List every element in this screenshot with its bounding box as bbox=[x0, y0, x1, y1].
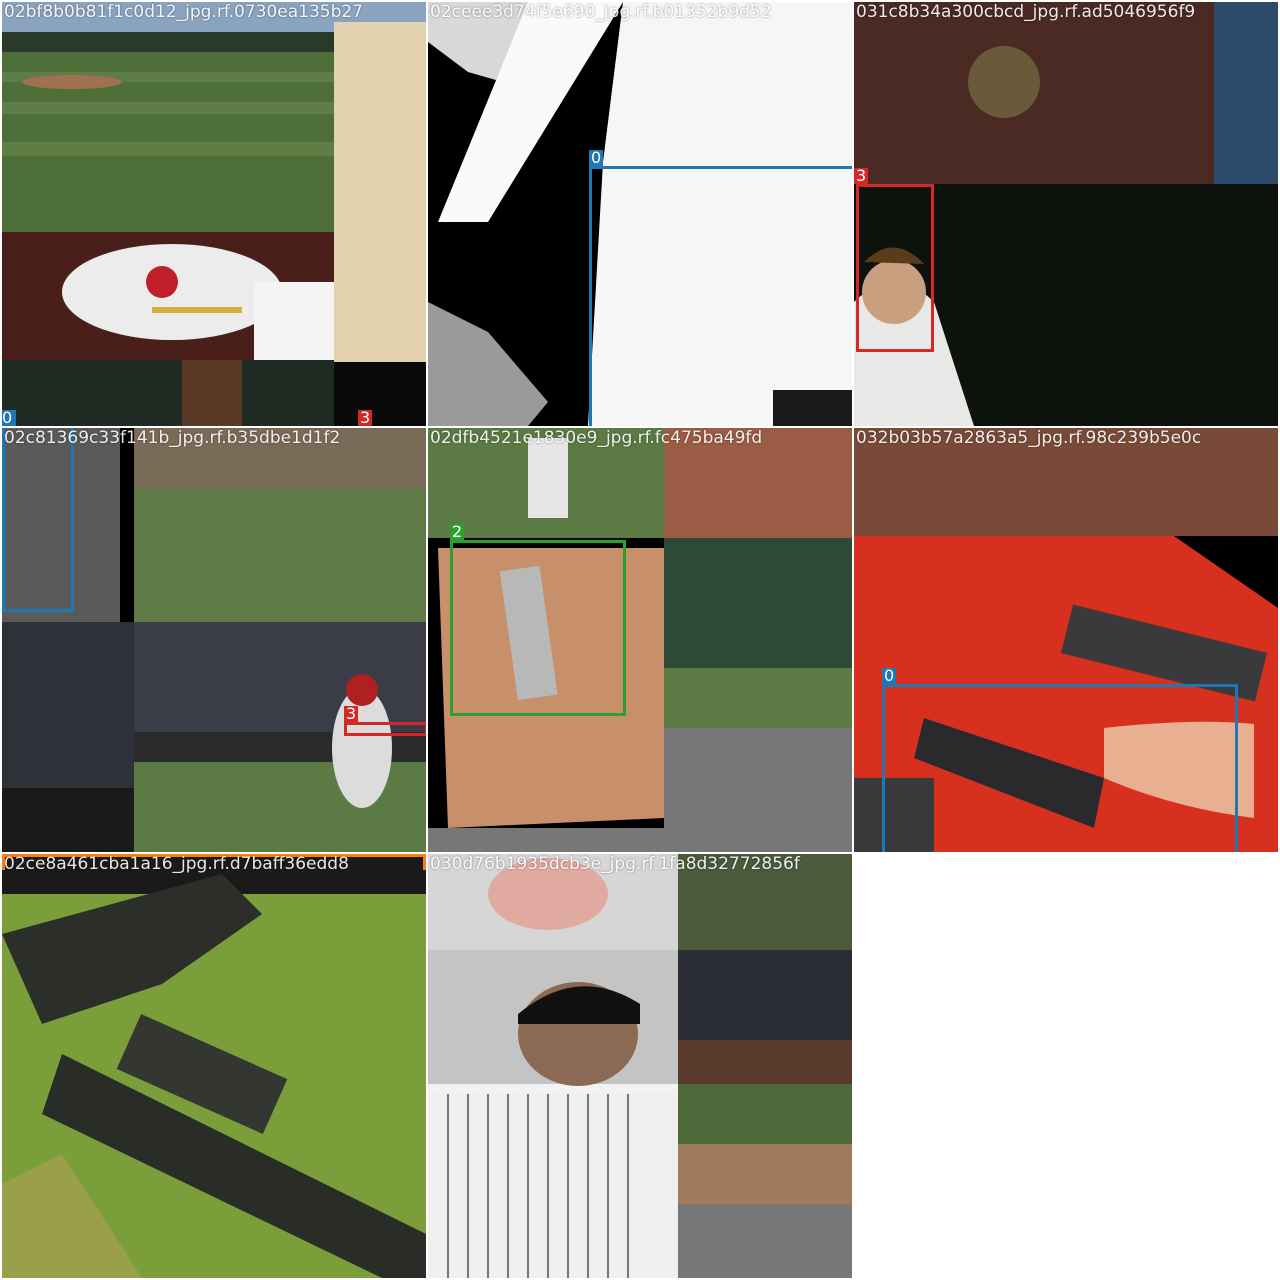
bbox-class-0 bbox=[2, 428, 74, 612]
bbox-label-3: 3 bbox=[358, 408, 373, 426]
mosaic-tile-empty bbox=[854, 854, 1278, 1278]
tile-filename: 02ceee3d74f5e690_jpg.rf.b01352b9d52 bbox=[430, 2, 772, 22]
tile-7-image bbox=[2, 854, 426, 1278]
tile-filename: 031c8b34a300cbcd_jpg.rf.ad5046956f9 bbox=[856, 2, 1196, 22]
tile-6-image bbox=[854, 428, 1278, 852]
bbox-label-3: 3 bbox=[854, 166, 869, 185]
bbox-label-2: 2 bbox=[450, 522, 465, 541]
bbox-class-3 bbox=[344, 722, 426, 736]
mosaic-tile-3: 3 031c8b34a300cbcd_jpg.rf.ad5046956f9 bbox=[854, 2, 1278, 426]
mosaic-tile-5: 2 02dfb4521e1830e9_jpg.rf.fc475ba49fd bbox=[428, 428, 852, 852]
tile-filename: 02bf8b0b81f1c0d12_jpg.rf.0730ea135b27 bbox=[4, 2, 364, 22]
bbox-class-0 bbox=[882, 684, 1238, 852]
tile-filename: 02dfb4521e1830e9_jpg.rf.fc475ba49fd bbox=[430, 428, 763, 448]
mosaic-tile-1: 0 3 02bf8b0b81f1c0d12_jpg.rf.0730ea135b2… bbox=[2, 2, 426, 426]
mosaic-tile-2: 0 02ceee3d74f5e690_jpg.rf.b01352b9d52 bbox=[428, 2, 852, 426]
bbox-label-0: 0 bbox=[589, 148, 604, 167]
bbox-class-unlabeled bbox=[2, 854, 426, 870]
tile-8-image bbox=[428, 854, 852, 1278]
mosaic-tile-6: 0 032b03b57a2863a5_jpg.rf.98c239b5e0c bbox=[854, 428, 1278, 852]
tile-filename: 032b03b57a2863a5_jpg.rf.98c239b5e0c bbox=[856, 428, 1202, 448]
bbox-label-3: 3 bbox=[344, 704, 359, 723]
bbox-class-2 bbox=[450, 540, 626, 716]
tile-filename: 030d76b1935dcb3e_jpg.rf.1fa8d32772856f bbox=[430, 854, 800, 874]
bbox-label-0: 0 bbox=[882, 666, 897, 685]
tile-4-image bbox=[2, 428, 426, 852]
tile-3-image bbox=[854, 2, 1278, 426]
tile-1-image bbox=[2, 2, 426, 426]
mosaic-tile-4: 3 02c81369c33f141b_jpg.rf.b35dbe1d1f2 bbox=[2, 428, 426, 852]
bbox-class-0 bbox=[589, 166, 852, 426]
tile-2-image bbox=[428, 2, 852, 426]
bbox-class-3 bbox=[856, 184, 934, 352]
bbox-label-0: 0 bbox=[2, 408, 15, 426]
mosaic-tile-8: 030d76b1935dcb3e_jpg.rf.1fa8d32772856f bbox=[428, 854, 852, 1278]
tile-filename: 02c81369c33f141b_jpg.rf.b35dbe1d1f2 bbox=[4, 428, 341, 448]
mosaic-tile-7: 02ce8a461cba1a16_jpg.rf.d7baff36edd8 bbox=[2, 854, 426, 1278]
tile-filename: 02ce8a461cba1a16_jpg.rf.d7baff36edd8 bbox=[4, 854, 349, 874]
